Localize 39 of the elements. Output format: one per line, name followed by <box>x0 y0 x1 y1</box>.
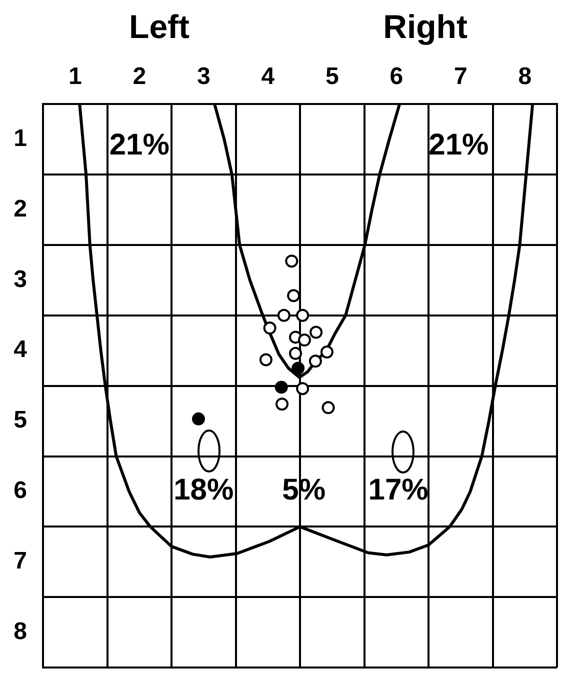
annotation: 21% <box>428 128 489 162</box>
y-tick-label: 4 <box>14 336 28 364</box>
y-tick-label: 2 <box>14 195 27 222</box>
point <box>320 345 334 358</box>
point <box>277 308 290 322</box>
text: Right <box>383 8 468 46</box>
x-tick-label: 2 <box>132 63 146 90</box>
point <box>308 354 322 368</box>
point <box>285 254 298 268</box>
point <box>276 398 289 411</box>
annotation: 17% <box>368 474 428 507</box>
point <box>292 362 305 375</box>
point <box>259 353 272 366</box>
point <box>192 412 205 426</box>
x-tick-label: 6 <box>390 63 404 90</box>
point <box>274 380 288 394</box>
annotation: 18% <box>174 474 234 507</box>
point <box>296 382 310 396</box>
point <box>310 326 323 339</box>
y-tick-label: 8 <box>14 618 27 645</box>
x-tick-label: 4 <box>261 63 276 90</box>
point <box>289 346 302 360</box>
x-tick-label: 8 <box>518 63 532 90</box>
y-tick-label: 6 <box>14 477 27 504</box>
x-tick-label: 5 <box>325 63 339 90</box>
point <box>263 322 276 335</box>
x-tick-label: 3 <box>196 63 210 90</box>
y-tick-label: 7 <box>14 548 27 575</box>
y-tick-label: 1 <box>14 124 27 152</box>
point <box>296 308 310 322</box>
text: Left <box>129 8 190 46</box>
x-tick-label: 7 <box>454 63 468 90</box>
y-tick-label: 5 <box>14 406 27 434</box>
point <box>287 289 300 302</box>
annotation: 21% <box>109 128 170 162</box>
point <box>322 401 335 414</box>
x-tick-label: 1 <box>68 63 82 90</box>
y-tick-label: 3 <box>14 266 27 293</box>
point <box>298 334 311 347</box>
